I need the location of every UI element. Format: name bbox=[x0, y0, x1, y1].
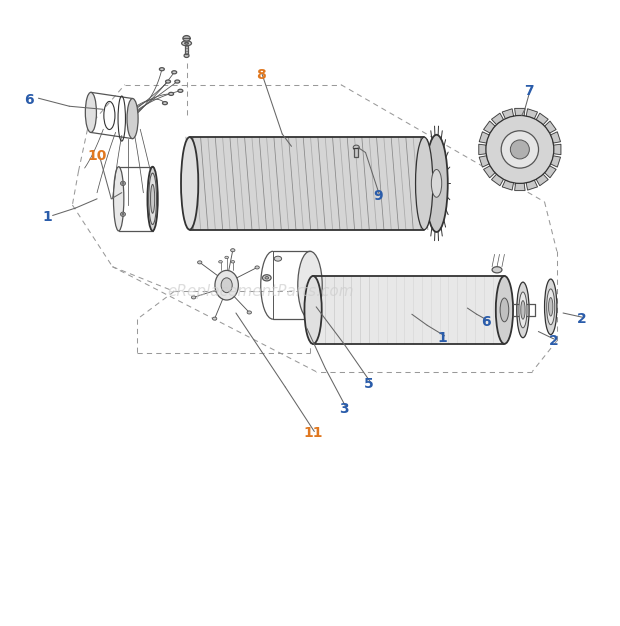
Text: 9: 9 bbox=[373, 188, 383, 203]
Ellipse shape bbox=[166, 80, 171, 83]
Ellipse shape bbox=[298, 251, 322, 319]
Polygon shape bbox=[515, 108, 525, 116]
Polygon shape bbox=[515, 183, 525, 190]
Polygon shape bbox=[484, 121, 495, 133]
Ellipse shape bbox=[231, 260, 235, 263]
Ellipse shape bbox=[113, 167, 124, 231]
Polygon shape bbox=[479, 156, 489, 167]
Ellipse shape bbox=[496, 276, 513, 344]
Polygon shape bbox=[536, 174, 548, 186]
Ellipse shape bbox=[86, 93, 97, 133]
Ellipse shape bbox=[127, 98, 138, 138]
Bar bbox=[355, 148, 358, 158]
Ellipse shape bbox=[231, 249, 235, 252]
Ellipse shape bbox=[221, 278, 232, 292]
Ellipse shape bbox=[510, 140, 529, 159]
Ellipse shape bbox=[219, 260, 223, 263]
Polygon shape bbox=[526, 180, 538, 190]
Text: 1: 1 bbox=[43, 210, 53, 224]
Ellipse shape bbox=[521, 300, 525, 319]
Polygon shape bbox=[492, 174, 503, 186]
Ellipse shape bbox=[169, 93, 174, 95]
Ellipse shape bbox=[486, 115, 554, 183]
Polygon shape bbox=[479, 132, 489, 143]
Ellipse shape bbox=[213, 317, 217, 320]
Polygon shape bbox=[551, 132, 560, 143]
Ellipse shape bbox=[159, 68, 164, 71]
Ellipse shape bbox=[353, 145, 360, 150]
Text: 10: 10 bbox=[87, 148, 107, 163]
Text: 3: 3 bbox=[339, 402, 349, 416]
Ellipse shape bbox=[198, 261, 202, 264]
Ellipse shape bbox=[425, 135, 448, 232]
Ellipse shape bbox=[185, 43, 188, 44]
Ellipse shape bbox=[247, 311, 252, 314]
Text: 7: 7 bbox=[525, 84, 534, 98]
Ellipse shape bbox=[175, 80, 180, 83]
Polygon shape bbox=[544, 166, 556, 178]
Ellipse shape bbox=[265, 277, 268, 279]
Ellipse shape bbox=[151, 185, 154, 213]
Ellipse shape bbox=[162, 101, 167, 105]
Ellipse shape bbox=[549, 297, 553, 316]
Ellipse shape bbox=[215, 270, 239, 300]
Ellipse shape bbox=[544, 279, 557, 335]
Polygon shape bbox=[502, 180, 513, 190]
Ellipse shape bbox=[149, 173, 156, 225]
Ellipse shape bbox=[500, 298, 509, 322]
Ellipse shape bbox=[122, 182, 124, 184]
Ellipse shape bbox=[178, 90, 183, 93]
Ellipse shape bbox=[183, 36, 190, 41]
Text: 6: 6 bbox=[481, 316, 490, 329]
Text: 11: 11 bbox=[303, 426, 323, 440]
Text: 1: 1 bbox=[438, 331, 448, 345]
Text: eReplacementParts.com: eReplacementParts.com bbox=[167, 284, 354, 299]
Text: 2: 2 bbox=[549, 334, 559, 348]
Polygon shape bbox=[484, 166, 495, 178]
Ellipse shape bbox=[262, 275, 271, 281]
Text: 5: 5 bbox=[364, 377, 373, 391]
Ellipse shape bbox=[519, 292, 527, 328]
Polygon shape bbox=[479, 144, 486, 155]
Ellipse shape bbox=[182, 41, 192, 46]
Ellipse shape bbox=[192, 296, 196, 299]
Text: 6: 6 bbox=[24, 93, 34, 107]
Ellipse shape bbox=[172, 71, 177, 74]
Ellipse shape bbox=[225, 256, 229, 259]
Ellipse shape bbox=[120, 212, 125, 217]
Ellipse shape bbox=[181, 137, 198, 230]
Polygon shape bbox=[544, 121, 556, 133]
Ellipse shape bbox=[547, 289, 555, 325]
Ellipse shape bbox=[432, 170, 441, 197]
Polygon shape bbox=[526, 109, 538, 119]
Ellipse shape bbox=[501, 131, 539, 168]
Polygon shape bbox=[551, 156, 560, 167]
Polygon shape bbox=[554, 144, 561, 155]
Polygon shape bbox=[492, 113, 503, 125]
Bar bbox=[313, 276, 505, 344]
Ellipse shape bbox=[415, 137, 433, 230]
Ellipse shape bbox=[122, 213, 124, 215]
Bar bbox=[190, 137, 424, 230]
Ellipse shape bbox=[516, 282, 529, 337]
Ellipse shape bbox=[492, 267, 502, 273]
Polygon shape bbox=[502, 109, 513, 119]
Ellipse shape bbox=[274, 256, 281, 261]
Ellipse shape bbox=[120, 181, 125, 185]
Text: 8: 8 bbox=[255, 68, 265, 83]
Bar bbox=[185, 44, 188, 54]
Ellipse shape bbox=[148, 167, 158, 231]
Polygon shape bbox=[536, 113, 548, 125]
Text: 2: 2 bbox=[577, 312, 587, 326]
Ellipse shape bbox=[184, 54, 189, 58]
Ellipse shape bbox=[304, 276, 322, 344]
Ellipse shape bbox=[255, 266, 259, 269]
